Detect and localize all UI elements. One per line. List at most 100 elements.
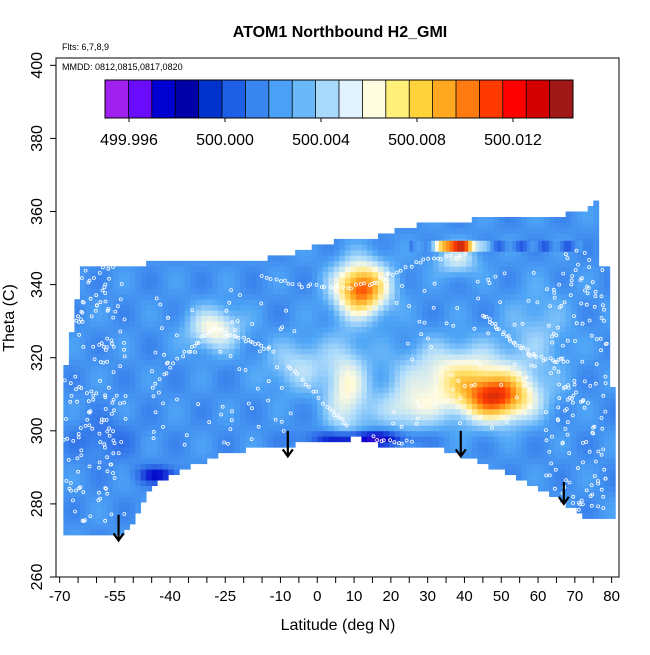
sample-point [407,304,412,309]
heatmap-cell [328,403,335,410]
heatmap-cell [372,403,379,410]
sample-point [596,504,600,509]
heatmap-cell [151,480,158,487]
heatmap-cell [455,381,462,388]
heatmap-cell [239,326,246,333]
sample-point [448,253,453,258]
heatmap-cell [118,293,125,300]
heatmap-cell [201,354,208,360]
heatmap-cell [477,452,484,459]
heatmap-cell [565,441,572,448]
heatmap-cell [68,375,75,382]
heatmap-cell [527,375,533,382]
sample-point [202,333,207,338]
colorbar-segment [128,80,153,118]
heatmap-cell [239,304,246,311]
heatmap-cell [355,414,362,421]
heatmap-cell [162,375,169,382]
heatmap-cell [311,425,318,432]
heatmap-cell [377,397,384,404]
heatmap-cell [173,348,180,355]
heatmap-cell [79,354,86,360]
heatmap-cell [118,299,125,306]
heatmap-cell [245,414,252,421]
heatmap-cell [79,304,86,311]
heatmap-cell [499,354,506,360]
heatmap-cell [107,518,114,525]
heatmap-cell [339,266,346,273]
heatmap-cell [289,288,296,295]
heatmap-cell [245,271,252,278]
sample-point [122,400,127,405]
heatmap-cell [206,430,213,437]
heatmap-cell [416,255,423,262]
heatmap-cell [521,315,528,322]
heatmap-cell [273,375,280,382]
heatmap-cell [179,288,186,295]
heatmap-cell [273,430,280,437]
heatmap-cell [515,222,522,229]
heatmap-cell [217,370,224,377]
heatmap-cell [532,326,539,333]
heatmap-cell [565,447,572,454]
heatmap-cell [157,386,164,393]
heatmap-cell [168,447,175,454]
heatmap-cell [582,348,589,355]
heatmap-cell [118,397,125,404]
sample-point [274,277,279,282]
heatmap-cell [482,348,489,355]
heatmap-cell [510,216,517,223]
heatmap-cell [400,293,406,300]
heatmap-cell [416,222,423,229]
heatmap-cell [527,447,533,454]
heatmap-cell [460,222,467,229]
heatmap-cell [565,425,572,432]
sample-point [237,367,242,372]
heatmap-cell [195,397,202,404]
heatmap-cell [206,354,213,360]
heatmap-cell [350,403,357,410]
heatmap-cell [79,266,86,273]
heatmap-cell [350,414,357,421]
heatmap-cell [527,419,533,426]
heatmap-cell [411,266,418,273]
sample-point [340,416,345,421]
heatmap-cell [565,354,572,360]
heatmap-cell [477,458,484,465]
heatmap-cell [118,524,125,530]
heatmap-cell [593,452,600,459]
heatmap-cell [113,359,119,366]
heatmap-cell [212,299,219,306]
heatmap-cell [79,392,86,399]
heatmap-cell [201,381,208,388]
heatmap-cell [317,310,324,317]
heatmap-cell [394,260,401,267]
heatmap-cell [256,277,263,284]
heatmap-cell [482,321,489,328]
heatmap-cell [223,359,230,366]
heatmap-cell [532,458,539,465]
sample-point [529,363,533,368]
heatmap-cell [549,321,555,328]
heatmap-cell [245,425,252,432]
heatmap-cell [124,375,130,382]
sample-point [593,294,598,299]
heatmap-cell [228,299,235,306]
heatmap-cell [609,502,616,508]
heatmap-cell [184,299,191,306]
heatmap-cell [571,304,578,311]
heatmap-cell [400,271,406,278]
heatmap-cell [449,260,456,267]
heatmap-cell [405,271,412,278]
x-tick-label: 50 [493,588,510,605]
heatmap-cell [422,386,429,393]
heatmap-cell [68,513,75,519]
heatmap-cell [427,255,434,262]
heatmap-cell [168,403,175,410]
heatmap-cell [565,419,572,426]
heatmap-cell [278,343,285,349]
heatmap-cell [201,436,208,443]
sample-point [88,296,93,301]
heatmap-cell [228,447,235,454]
x-tick-label: 60 [530,588,547,605]
